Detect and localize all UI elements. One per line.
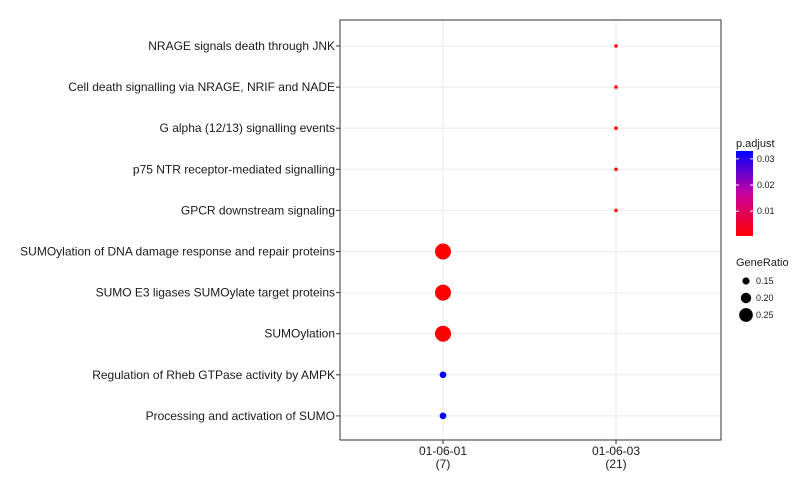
y-tick-label: NRAGE signals death through JNK: [148, 39, 335, 53]
p-adjust-legend: p.adjust 0.01 0.02 0.03: [736, 138, 775, 236]
y-tick-label: SUMOylation: [264, 327, 335, 341]
data-point: [435, 325, 451, 342]
plot-panel: [339, 19, 722, 441]
data-point: [614, 85, 618, 89]
y-tick-label: Cell death signalling via NRAGE, NRIF an…: [68, 80, 335, 94]
size-legend-dot: [742, 277, 750, 285]
colorbar-tick-label: 0.01: [757, 206, 775, 216]
data-point: [435, 284, 451, 301]
y-tick-label: GPCR downstream signaling: [181, 203, 335, 217]
data-point: [439, 371, 447, 379]
size-legend-label: 0.25: [756, 310, 774, 320]
data-point: [439, 412, 447, 420]
x-tick-label: 01-06-03: [592, 444, 640, 458]
size-legend-dot: [739, 308, 753, 322]
y-tick-label: SUMOylation of DNA damage response and r…: [20, 245, 335, 259]
data-point: [435, 243, 451, 260]
gene-ratio-legend: GeneRatio 0.15 0.20 0.25: [736, 257, 789, 322]
colorbar-tick-label: 0.03: [757, 154, 775, 164]
y-axis: NRAGE signals death through JNK Cell deat…: [20, 39, 340, 423]
size-legend-label: 0.15: [756, 276, 774, 286]
data-point: [614, 208, 618, 213]
y-tick-label: Processing and activation of SUMO: [146, 409, 335, 423]
data-point: [614, 126, 618, 130]
x-tick-label: 01-06-01: [419, 444, 467, 458]
x-axis: 01-06-01(7) 01-06-03(21): [419, 440, 640, 471]
gene-ratio-legend-title: GeneRatio: [736, 257, 789, 269]
size-legend-label: 0.20: [756, 293, 774, 303]
y-tick-label: p75 NTR receptor-mediated signalling: [133, 162, 335, 176]
data-point: [614, 167, 618, 172]
size-legend-dot: [740, 292, 752, 304]
data-points: [435, 44, 618, 420]
p-adjust-legend-title: p.adjust: [736, 138, 775, 150]
x-tick-count: (7): [436, 457, 451, 471]
data-point: [614, 44, 618, 48]
grid-lines: [340, 20, 721, 440]
y-tick-label: G alpha (12/13) signalling events: [160, 121, 335, 135]
y-tick-label: SUMO E3 ligases SUMOylate target protein…: [96, 286, 335, 300]
p-adjust-colorbar: [736, 151, 753, 236]
x-tick-count: (21): [605, 457, 626, 471]
colorbar-tick-label: 0.02: [757, 180, 775, 190]
y-tick-label: Regulation of Rheb GTPase activity by AM…: [92, 368, 335, 382]
